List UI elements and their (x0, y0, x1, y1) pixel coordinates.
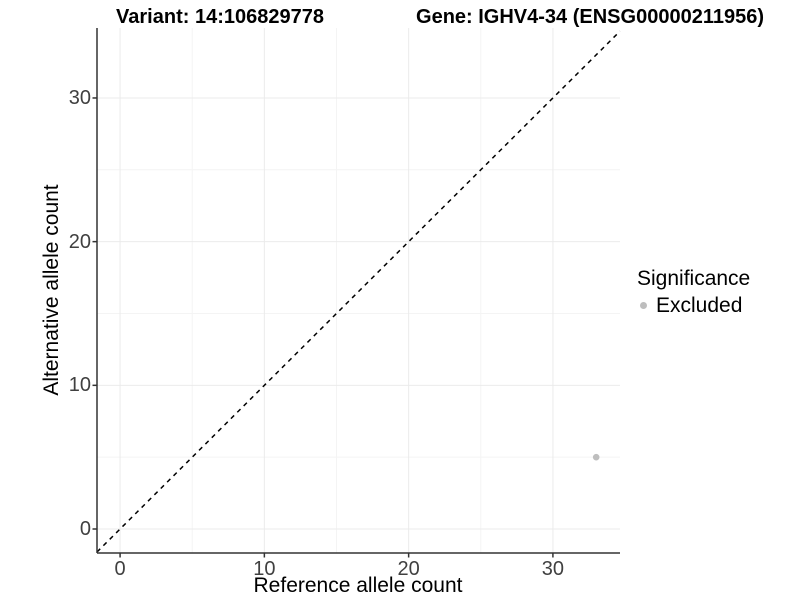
y-axis-title: Alternative allele count (40, 184, 63, 396)
y-tick-label: 30 (68, 86, 91, 109)
x-tick-label: 10 (253, 558, 276, 580)
legend-item-label: Excluded (656, 294, 743, 317)
x-tick-label: 20 (397, 558, 420, 580)
y-tick-label: 20 (68, 230, 91, 253)
plot-title-variant: Variant: 14:106829778 (116, 6, 324, 28)
y-tick-label: 10 (68, 374, 91, 397)
plot-panel (92, 28, 621, 558)
data-point (592, 453, 600, 461)
x-tick-label: 30 (541, 558, 565, 580)
x-tick-label: 0 (114, 558, 126, 580)
legend-point-swatch-icon (640, 302, 647, 309)
x-axis-title: Reference allele count (253, 574, 463, 597)
legend-item-excluded: Excluded (637, 293, 750, 318)
plot-title-gene: Gene: IGHV4-34 (ENSG00000211956) (416, 6, 764, 28)
identity-line (96, 30, 621, 553)
y-tick-label: 0 (79, 518, 91, 540)
legend-title: Significance (637, 267, 751, 290)
legend: Significance Excluded (637, 266, 750, 318)
